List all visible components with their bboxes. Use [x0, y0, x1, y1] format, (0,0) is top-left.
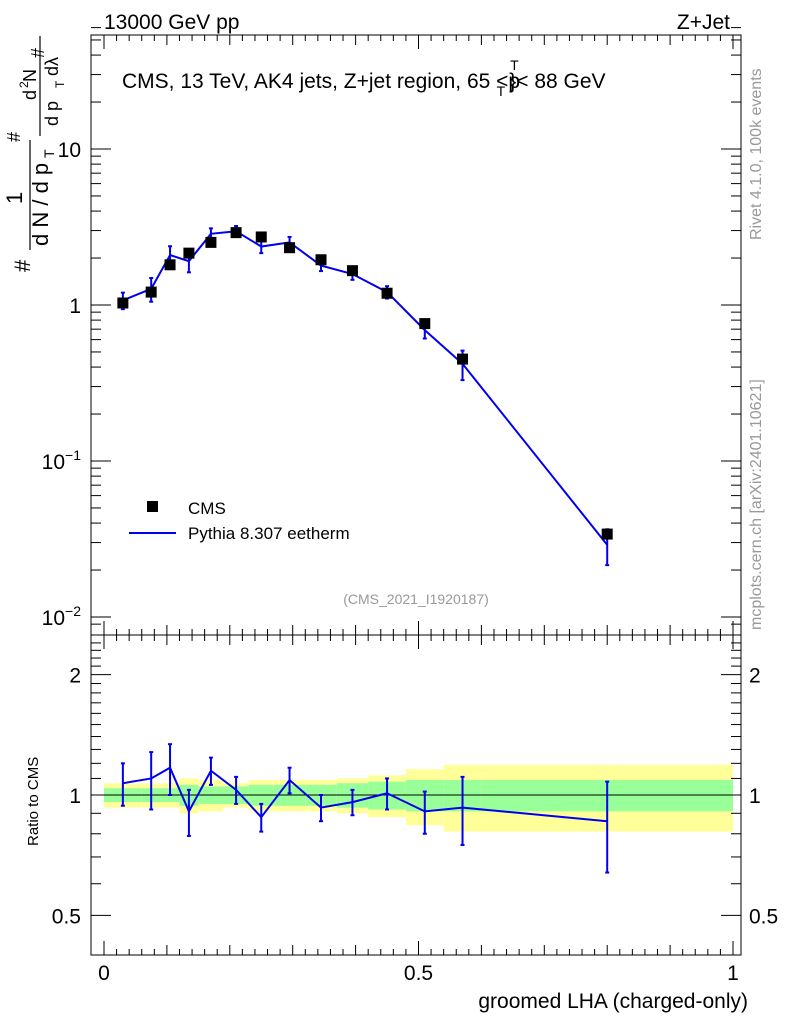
ratio-axis-ticks	[91, 635, 741, 955]
main-y-axis-label: # 1 d N / d p T # d 2 N d p T dλ #	[2, 36, 67, 272]
ylabel-hash3: #	[28, 48, 48, 58]
data-point	[205, 236, 217, 248]
data-point	[457, 353, 469, 365]
main-data-series	[117, 227, 613, 540]
x-axis-label: groomed LHA (charged-only)	[478, 990, 748, 1013]
ylabel-hash2: #	[4, 132, 24, 142]
x-tick-label: 0.5	[404, 962, 433, 985]
ratio-mc-series	[120, 743, 610, 874]
data-point	[117, 297, 129, 309]
data-point	[346, 265, 358, 277]
ylabel-one: 1	[2, 192, 27, 204]
data-point	[381, 287, 393, 299]
data-point	[284, 242, 296, 254]
ylabel-T2: T	[53, 80, 67, 88]
ylabel-sq: 2	[17, 81, 31, 88]
main-title-text: CMS, 13 TeV, AK4 jets, Z+jet region, 65 …	[122, 70, 520, 93]
ratio-y-tick-label: 1	[69, 785, 81, 808]
mcplots-label: mcplots.cern.ch [arXiv:2401.10621]	[748, 379, 765, 630]
ratio-y-tick-label-right: 0.5	[749, 905, 778, 928]
ratio-mc-line	[122, 766, 608, 823]
ylabel-N: N	[20, 69, 40, 82]
energy-label: 13000 GeV pp	[104, 11, 239, 34]
main-axis-ticks	[91, 27, 741, 635]
data-point	[255, 231, 267, 243]
ylabel-dN: d N / d p	[28, 163, 53, 246]
data-point	[183, 247, 195, 259]
ratio-x-tick-labels: 0 0.5 1	[98, 962, 739, 985]
legend-data-marker	[147, 501, 158, 512]
data-point	[601, 528, 613, 540]
main-title: CMS, 13 TeV, AK4 jets, Z+jet region, 65 …	[122, 57, 606, 99]
legend-data-label: CMS	[188, 499, 226, 518]
ratio-y-axis-label: Ratio to CMS	[25, 757, 42, 846]
ratio-y-tick-label: 0.5	[52, 905, 81, 928]
y-tick-label: 10−2	[42, 603, 82, 630]
ratio-y-tick-label-right: 2	[749, 665, 761, 688]
ratio-uncertainty-bands	[104, 764, 733, 832]
ylabel-dlambda: dλ	[42, 57, 62, 76]
main-title-sub: T	[510, 57, 519, 73]
legend-mc-label: Pythia 8.307 eetherm	[188, 524, 350, 543]
main-y-tick-labels: 10−2 10−1 1 10	[42, 139, 82, 630]
data-point	[230, 227, 242, 239]
y-tick-label: 10	[58, 139, 81, 162]
x-tick-label: 0	[98, 962, 110, 985]
x-tick-label: 1	[727, 962, 739, 985]
ratio-y-tick-labels: 0.5 0.5 1 1 2 2	[52, 665, 778, 929]
ylabel-d2N: d	[20, 90, 40, 100]
ratio-y-tick-label: 2	[69, 665, 81, 688]
main-plot-frame	[90, 34, 742, 636]
y-tick-label: 1	[69, 295, 81, 318]
data-point	[164, 259, 176, 271]
y-tick-label: 10−1	[42, 447, 82, 474]
data-point	[419, 318, 431, 330]
mc-line	[122, 230, 608, 546]
data-point	[315, 254, 327, 266]
process-label: Z+Jet	[677, 11, 730, 34]
ylabel-T1: T	[41, 149, 57, 158]
main-title-subscript: T	[497, 83, 506, 99]
rivet-label: Rivet 4.1.0, 100k events	[748, 68, 765, 240]
data-point	[145, 286, 157, 298]
analysis-watermark: (CMS_2021_I1920187)	[343, 591, 489, 607]
ylabel-dpT: d p	[42, 101, 62, 126]
ylabel-hash1: #	[10, 259, 35, 272]
ratio-y-tick-label-right: 1	[749, 785, 761, 808]
main-title-tail: }< 88 GeV	[509, 70, 605, 93]
